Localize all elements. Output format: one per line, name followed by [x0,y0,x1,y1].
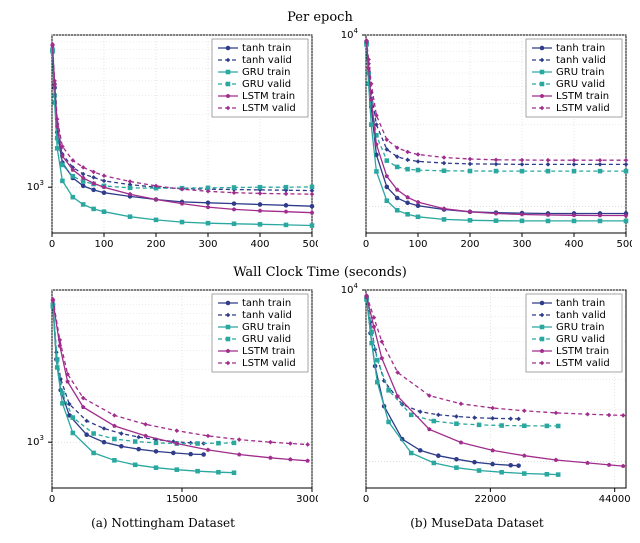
svg-text:30000: 30000 [296,494,318,505]
svg-text:tanh train: tanh train [242,298,291,309]
per-epoch-title: Per epoch [8,10,632,25]
svg-text:0: 0 [363,494,369,505]
svg-text:500: 500 [302,239,318,250]
svg-text:tanh valid: tanh valid [556,310,606,321]
chart-musedata-epoch: 0100200300400500104tanh traintanh validG… [322,27,632,257]
svg-text:LSTM valid: LSTM valid [556,103,610,114]
svg-text:GRU valid: GRU valid [556,334,605,345]
svg-text:LSTM train: LSTM train [556,91,609,102]
svg-text:LSTM train: LSTM train [556,346,609,357]
svg-text:LSTM valid: LSTM valid [242,103,296,114]
panel-top-right: 0100200300400500104tanh traintanh validG… [322,27,632,261]
svg-text:LSTM train: LSTM train [242,346,295,357]
panel-bottom-right: 0 22000 44000 104 tanh traintanh validGRU tr… [322,282,632,516]
chart-nottingham-epoch: 0100200300400500103tanh traintanh validG… [8,27,318,257]
svg-text:tanh valid: tanh valid [242,310,292,321]
svg-text:300: 300 [198,239,217,250]
svg-text:GRU train: GRU train [556,67,604,78]
svg-text:100: 100 [94,239,113,250]
caption-right: (b) MuseData Dataset [322,516,632,530]
svg-text:tanh valid: tanh valid [556,55,606,66]
chart-nottingham-time: 0 15000 30000 103 tanh traintanh validGRU tr… [8,282,318,512]
svg-text:500: 500 [616,239,632,250]
svg-text:103: 103 [27,434,44,448]
svg-text:400: 400 [250,239,269,250]
svg-text:22000: 22000 [474,494,506,505]
svg-text:tanh train: tanh train [242,43,291,54]
svg-text:GRU valid: GRU valid [556,79,605,90]
svg-text:LSTM train: LSTM train [242,91,295,102]
svg-text:104: 104 [341,282,359,296]
svg-text:15000: 15000 [166,494,198,505]
svg-text:GRU valid: GRU valid [242,79,291,90]
svg-text:tanh train: tanh train [556,298,605,309]
svg-text:400: 400 [564,239,583,250]
svg-text:44000: 44000 [599,494,631,505]
svg-text:GRU train: GRU train [242,67,290,78]
svg-text:0: 0 [363,239,369,250]
learning-curves-figure: Per epoch 0100200300400500103tanh traint… [8,8,632,530]
svg-text:200: 200 [146,239,165,250]
chart-musedata-time: 0 22000 44000 104 tanh traintanh validGRU tr… [322,282,632,512]
svg-text:104: 104 [341,27,359,41]
svg-text:LSTM valid: LSTM valid [556,358,610,369]
svg-text:0: 0 [49,239,55,250]
svg-text:103: 103 [27,179,44,193]
svg-text:tanh train: tanh train [556,43,605,54]
svg-text:GRU train: GRU train [556,322,604,333]
wall-clock-title: Wall Clock Time (seconds) [8,265,632,280]
svg-text:LSTM valid: LSTM valid [242,358,296,369]
svg-text:100: 100 [408,239,427,250]
svg-text:200: 200 [460,239,479,250]
svg-text:GRU train: GRU train [242,322,290,333]
svg-text:tanh valid: tanh valid [242,55,292,66]
caption-left: (a) Nottingham Dataset [8,516,318,530]
svg-text:GRU valid: GRU valid [242,334,291,345]
panel-top-left: 0100200300400500103tanh traintanh validG… [8,27,318,261]
svg-text:0: 0 [49,494,55,505]
svg-text:300: 300 [512,239,531,250]
panel-bottom-left: 0 15000 30000 103 tanh traintanh validGRU tr… [8,282,318,516]
